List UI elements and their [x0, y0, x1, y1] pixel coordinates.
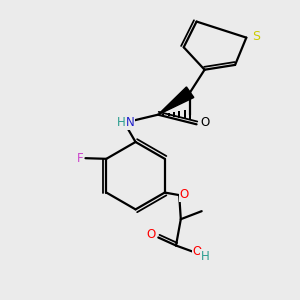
Text: S: S [253, 31, 261, 44]
Text: O: O [147, 228, 156, 242]
Text: O: O [200, 116, 209, 129]
Text: O: O [180, 188, 189, 201]
Text: O: O [193, 245, 202, 258]
Text: H: H [201, 250, 210, 263]
Polygon shape [158, 87, 194, 115]
Text: F: F [76, 152, 83, 165]
Text: H: H [117, 116, 126, 129]
Text: N: N [126, 116, 134, 129]
